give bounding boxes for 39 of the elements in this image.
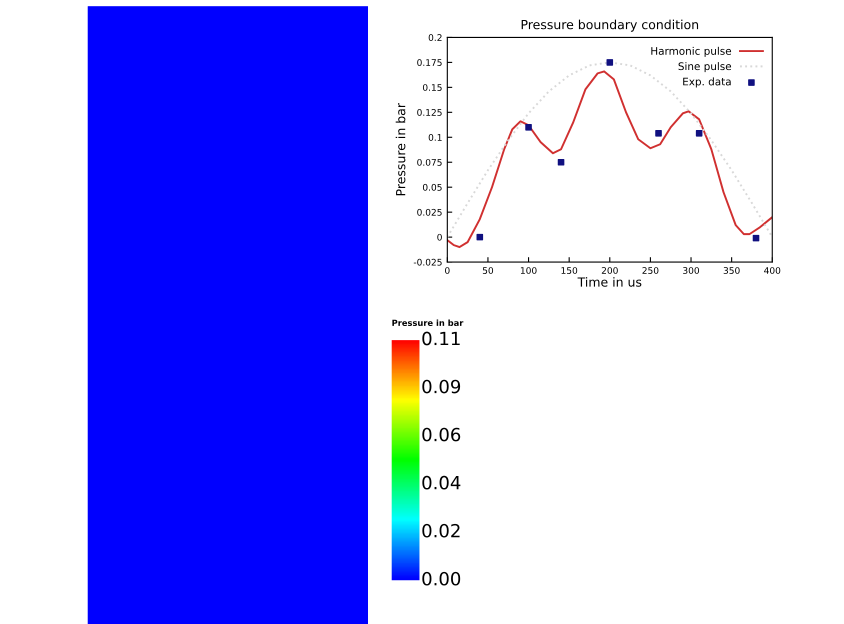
- y-tick-label: 0.2: [428, 34, 442, 41]
- legend-label: Sine pulse: [678, 62, 732, 72]
- y-tick-label: 0.125: [417, 109, 442, 116]
- y-tick-label: 0.05: [422, 184, 442, 191]
- point: [558, 158, 564, 166]
- x-tick-label: 150: [562, 267, 578, 274]
- point: [606, 59, 614, 66]
- x-tick-label: 100: [520, 267, 537, 274]
- y-axis-title: Pressure in bar: [396, 103, 406, 196]
- y-tick-label: 0.1: [428, 134, 442, 141]
- y-tick-label: 0.15: [422, 84, 442, 91]
- point: [655, 130, 662, 137]
- x-tick-label: 350: [724, 267, 740, 274]
- x-tick-label: 400: [764, 267, 780, 274]
- x-tick-label: 300: [683, 267, 700, 274]
- text: Pressure in bar: [392, 320, 464, 326]
- x-tick-label: 50: [482, 267, 494, 274]
- text: 0.04: [422, 476, 460, 490]
- legend-label: Exp. data: [683, 77, 731, 88]
- y-tick-label: 0.175: [417, 59, 442, 66]
- y-tick-label: 0.025: [417, 208, 442, 216]
- x-tick-label: 250: [642, 267, 658, 274]
- point: [696, 130, 702, 137]
- x-tick-label: 0: [445, 267, 450, 274]
- point: [476, 234, 484, 240]
- y-tick-label: -0.025: [414, 258, 442, 266]
- text: 0.02: [422, 524, 460, 538]
- x-tick-label: 200: [602, 267, 618, 274]
- text: 0.06: [422, 428, 460, 442]
- y-tick-label: 0.075: [417, 158, 442, 166]
- y-tick-label: 0: [437, 234, 442, 241]
- point: [525, 124, 532, 131]
- text: 0.09: [422, 380, 460, 394]
- x-axis-title: Time in us: [578, 277, 642, 287]
- text: 0.11: [422, 332, 460, 346]
- legend-label: Harmonic pulse: [651, 46, 732, 57]
- point: [752, 234, 760, 242]
- chart-title: Pressure boundary condition: [522, 20, 698, 32]
- text: 0.00: [422, 572, 460, 586]
